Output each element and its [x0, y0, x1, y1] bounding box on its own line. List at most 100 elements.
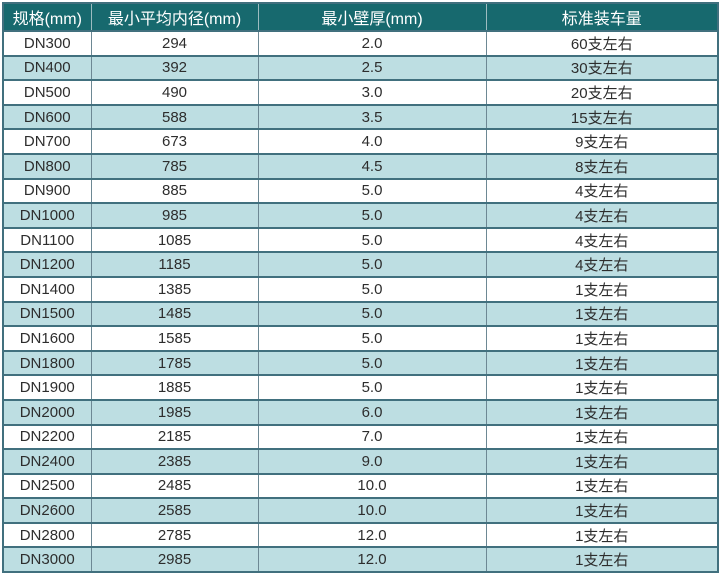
cell-load-qty: 4支左右: [486, 252, 718, 278]
cell-inner-diameter: 2585: [91, 498, 259, 524]
cell-inner-diameter: 1385: [91, 276, 259, 303]
table-row: DN1000 985 5.0 4支左右: [3, 203, 718, 229]
cell-spec: DN1200: [3, 252, 92, 278]
cell-spec: DN1600: [3, 326, 92, 352]
cell-load-qty: 4支左右: [486, 227, 718, 254]
cell-wall-thickness: 4.0: [258, 129, 487, 155]
cell-spec: DN2500: [3, 473, 92, 500]
cell-inner-diameter: 490: [91, 80, 259, 106]
table-row: DN2800 2785 12.0 1支左右: [3, 522, 718, 549]
cell-spec: DN400: [3, 55, 92, 82]
cell-spec: DN1800: [3, 350, 92, 377]
cell-spec: DN1000: [3, 203, 92, 229]
table-row: DN2200 2185 7.0 1支左右: [3, 424, 718, 451]
cell-wall-thickness: 2.0: [258, 31, 487, 57]
cell-inner-diameter: 1785: [91, 350, 259, 377]
table-body: DN300 294 2.0 60支左右 DN400 392 2.5 30支左右 DN500 490…: [3, 31, 718, 574]
table-row: DN600 588 3.5 15支左右: [3, 104, 718, 131]
cell-load-qty: 60支左右: [486, 31, 718, 57]
cell-load-qty: 1支左右: [486, 276, 718, 303]
table-row: DN2000 1985 6.0 1支左右: [3, 399, 718, 426]
cell-spec: DN900: [3, 178, 92, 205]
cell-inner-diameter: 2985: [91, 547, 259, 574]
cell-wall-thickness: 5.0: [258, 276, 487, 303]
cell-spec: DN500: [3, 80, 92, 106]
cell-load-qty: 1支左右: [486, 424, 718, 451]
cell-wall-thickness: 10.0: [258, 473, 487, 500]
cell-inner-diameter: 673: [91, 129, 259, 155]
col-header-wall-thickness: 最小壁厚(mm): [258, 3, 487, 32]
cell-load-qty: 1支左右: [486, 326, 718, 352]
cell-wall-thickness: 5.0: [258, 203, 487, 229]
table-row: DN1100 1085 5.0 4支左右: [3, 227, 718, 254]
table-row: DN3000 2985 12.0 1支左右: [3, 547, 718, 574]
cell-load-qty: 1支左右: [486, 301, 718, 328]
table-row: DN1500 1485 5.0 1支左右: [3, 301, 718, 328]
cell-inner-diameter: 2185: [91, 424, 259, 451]
cell-load-qty: 1支左右: [486, 522, 718, 549]
table-row: DN400 392 2.5 30支左右: [3, 55, 718, 82]
cell-load-qty: 1支左右: [486, 449, 718, 475]
cell-wall-thickness: 5.0: [258, 326, 487, 352]
cell-wall-thickness: 5.0: [258, 227, 487, 254]
cell-load-qty: 1支左右: [486, 375, 718, 401]
cell-wall-thickness: 7.0: [258, 424, 487, 451]
cell-inner-diameter: 1985: [91, 399, 259, 426]
table-row: DN900 885 5.0 4支左右: [3, 178, 718, 205]
cell-wall-thickness: 5.0: [258, 252, 487, 278]
cell-inner-diameter: 1185: [91, 252, 259, 278]
cell-spec: DN2000: [3, 399, 92, 426]
cell-load-qty: 9支左右: [486, 129, 718, 155]
cell-spec: DN2800: [3, 522, 92, 549]
cell-spec: DN1500: [3, 301, 92, 328]
cell-load-qty: 4支左右: [486, 178, 718, 205]
cell-spec: DN1400: [3, 276, 92, 303]
cell-wall-thickness: 3.5: [258, 104, 487, 131]
cell-wall-thickness: 2.5: [258, 55, 487, 82]
cell-wall-thickness: 5.0: [258, 350, 487, 377]
cell-inner-diameter: 1885: [91, 375, 259, 401]
cell-wall-thickness: 9.0: [258, 449, 487, 475]
cell-spec: DN1900: [3, 375, 92, 401]
cell-load-qty: 1支左右: [486, 498, 718, 524]
header-row: 规格(mm) 最小平均内径(mm) 最小壁厚(mm) 标准装车量: [3, 3, 718, 32]
cell-inner-diameter: 2785: [91, 522, 259, 549]
table-row: DN1400 1385 5.0 1支左右: [3, 276, 718, 303]
cell-inner-diameter: 885: [91, 178, 259, 205]
cell-inner-diameter: 2485: [91, 473, 259, 500]
table-row: DN2600 2585 10.0 1支左右: [3, 498, 718, 524]
cell-inner-diameter: 392: [91, 55, 259, 82]
cell-spec: DN300: [3, 31, 92, 57]
cell-spec: DN700: [3, 129, 92, 155]
cell-wall-thickness: 5.0: [258, 301, 487, 328]
cell-spec: DN2200: [3, 424, 92, 451]
table-row: DN800 785 4.5 8支左右: [3, 153, 718, 180]
cell-wall-thickness: 12.0: [258, 547, 487, 574]
col-header-load-qty: 标准装车量: [486, 3, 718, 32]
table-row: DN1600 1585 5.0 1支左右: [3, 326, 718, 352]
table-row: DN1900 1885 5.0 1支左右: [3, 375, 718, 401]
cell-inner-diameter: 2385: [91, 449, 259, 475]
cell-load-qty: 1支左右: [486, 473, 718, 500]
cell-spec: DN2600: [3, 498, 92, 524]
cell-wall-thickness: 5.0: [258, 178, 487, 205]
cell-spec: DN600: [3, 104, 92, 131]
cell-inner-diameter: 1485: [91, 301, 259, 328]
cell-wall-thickness: 10.0: [258, 498, 487, 524]
table-row: DN2500 2485 10.0 1支左右: [3, 473, 718, 500]
table-row: DN2400 2385 9.0 1支左右: [3, 449, 718, 475]
table-row: DN1200 1185 5.0 4支左右: [3, 252, 718, 278]
cell-wall-thickness: 3.0: [258, 80, 487, 106]
table-row: DN500 490 3.0 20支左右: [3, 80, 718, 106]
cell-load-qty: 1支左右: [486, 350, 718, 377]
cell-inner-diameter: 785: [91, 153, 259, 180]
cell-inner-diameter: 294: [91, 31, 259, 57]
table-row: DN700 673 4.0 9支左右: [3, 129, 718, 155]
cell-wall-thickness: 5.0: [258, 375, 487, 401]
cell-load-qty: 1支左右: [486, 399, 718, 426]
table-row: DN1800 1785 5.0 1支左右: [3, 350, 718, 377]
cell-load-qty: 20支左右: [486, 80, 718, 106]
cell-load-qty: 15支左右: [486, 104, 718, 131]
